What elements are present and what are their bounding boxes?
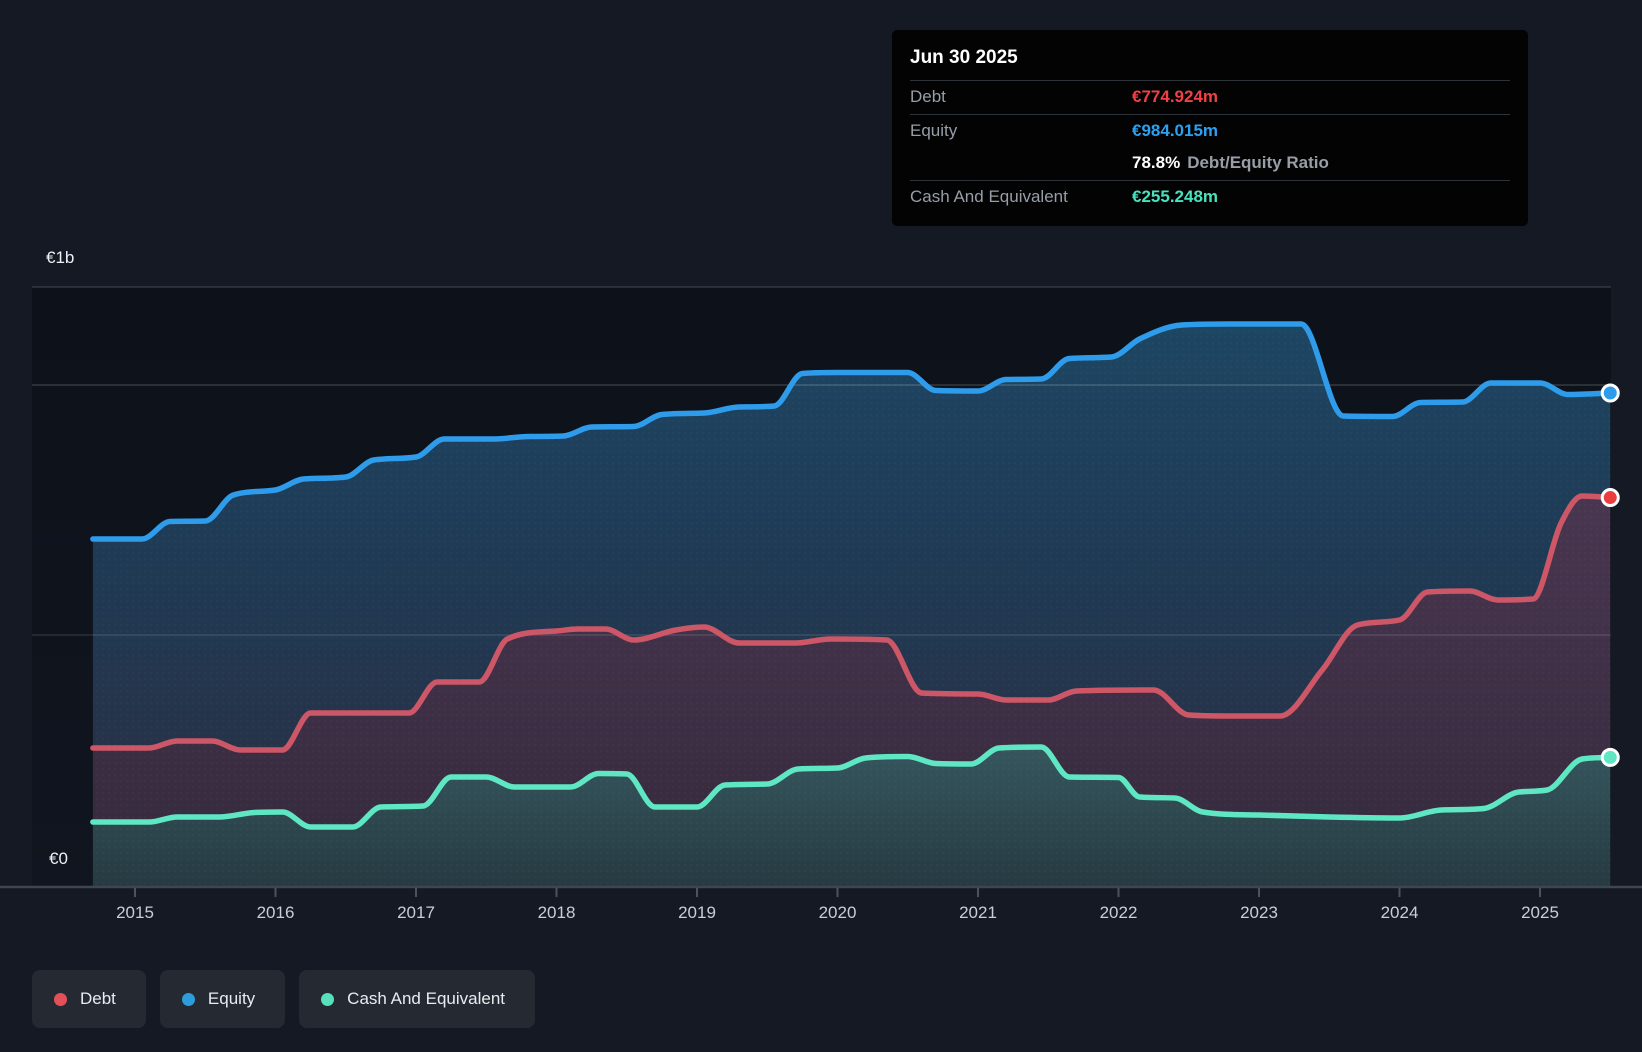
x-axis-label-2021: 2021 (933, 903, 1023, 923)
legend-item-debt[interactable]: Debt (32, 970, 146, 1028)
cash-dot-icon (321, 993, 334, 1006)
equity-dot-icon (182, 993, 195, 1006)
tooltip-debt-value: €774.924m (1132, 87, 1218, 107)
debt-end-marker[interactable] (1602, 490, 1618, 506)
tooltip-equity-row: Equity €984.015m (910, 115, 1510, 148)
cash-end-marker[interactable] (1602, 749, 1618, 765)
tooltip-cash-value: €255.248m (1132, 187, 1218, 207)
legend-equity-label: Equity (208, 989, 255, 1009)
x-axis-label-2018: 2018 (512, 903, 602, 923)
legend-item-cash[interactable]: Cash And Equivalent (299, 970, 535, 1028)
tooltip-equity-label: Equity (910, 121, 1132, 141)
x-axis-label-2022: 2022 (1074, 903, 1164, 923)
debt-dot-icon (54, 993, 67, 1006)
y-axis-label-zero: €0 (49, 849, 68, 869)
tooltip-ratio-label: Debt/Equity Ratio (1187, 153, 1329, 173)
x-axis-label-2024: 2024 (1355, 903, 1445, 923)
y-axis-label-top: €1b (46, 248, 74, 268)
tooltip-debt-label: Debt (910, 87, 1132, 107)
x-axis-label-2017: 2017 (371, 903, 461, 923)
tooltip-date: Jun 30 2025 (910, 36, 1510, 81)
equity-end-marker[interactable] (1602, 385, 1618, 401)
tooltip-debt-row: Debt €774.924m (910, 81, 1510, 115)
x-axis-label-2025: 2025 (1495, 903, 1585, 923)
hover-tooltip: Jun 30 2025 Debt €774.924m Equity €984.0… (892, 30, 1528, 226)
legend-item-equity[interactable]: Equity (160, 970, 285, 1028)
legend: Debt Equity Cash And Equivalent (32, 970, 535, 1028)
tooltip-equity-value: €984.015m (1132, 121, 1218, 141)
legend-debt-label: Debt (80, 989, 116, 1009)
legend-cash-label: Cash And Equivalent (347, 989, 505, 1009)
tooltip-cash-row: Cash And Equivalent €255.248m (910, 181, 1510, 214)
debt-equity-history-chart: { "y_axis": { "top_label": "€1b", "botto… (0, 0, 1642, 1052)
x-axis-label-2023: 2023 (1214, 903, 1304, 923)
tooltip-ratio-value: 78.8% (1132, 153, 1180, 173)
tooltip-ratio-row: 78.8% Debt/Equity Ratio (910, 147, 1510, 181)
x-axis-label-2016: 2016 (231, 903, 321, 923)
x-axis-label-2020: 2020 (793, 903, 883, 923)
x-axis-label-2019: 2019 (652, 903, 742, 923)
x-axis-label-2015: 2015 (90, 903, 180, 923)
tooltip-cash-label: Cash And Equivalent (910, 187, 1132, 207)
